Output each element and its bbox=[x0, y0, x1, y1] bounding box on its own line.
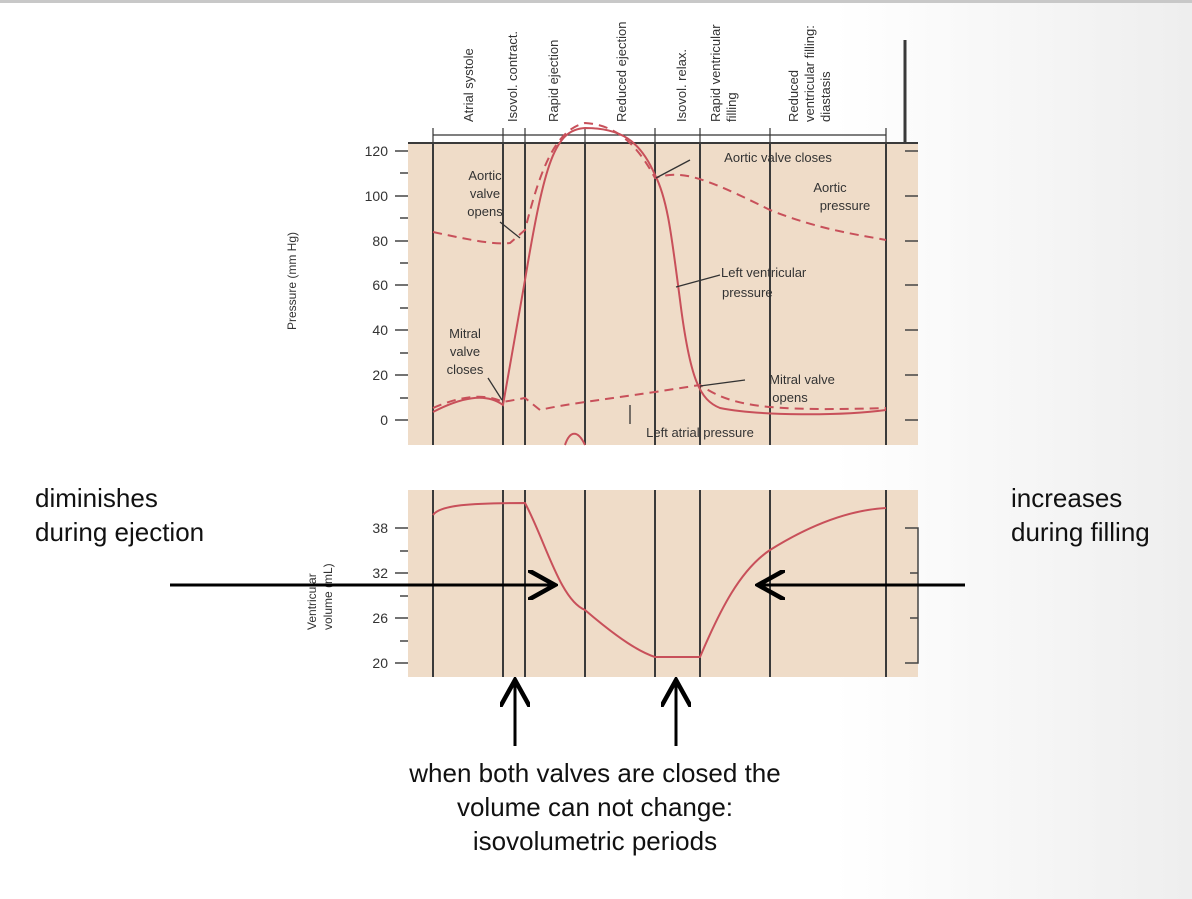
phase-brackets bbox=[432, 128, 887, 142]
phase-rapid-filling-1: Rapid ventricular bbox=[708, 24, 723, 122]
phase-reduced-filling-2: ventricular filling: bbox=[802, 25, 817, 122]
tick-38: 38 bbox=[372, 520, 388, 536]
phase-isovol-contract: Isovol. contract. bbox=[505, 31, 520, 122]
left-annotation: diminishes during ejection bbox=[35, 481, 204, 549]
tick-80: 80 bbox=[372, 233, 388, 249]
label-lv-pressure-2: pressure bbox=[722, 285, 773, 300]
right-annotation-line-2: during filling bbox=[1011, 517, 1150, 547]
label-mitral-closes-2: valve bbox=[450, 344, 480, 359]
tick-60: 60 bbox=[372, 277, 388, 293]
pressure-phase-lines bbox=[432, 143, 887, 445]
volume-tick-labels: 38 32 26 20 bbox=[372, 520, 388, 671]
tick-32: 32 bbox=[372, 565, 388, 581]
volume-axis bbox=[395, 527, 919, 664]
slide-top-border bbox=[0, 0, 1192, 3]
tick-20: 20 bbox=[372, 367, 388, 383]
bottom-annotation-line-2: volume can not change: bbox=[456, 792, 734, 822]
annotation-arrows bbox=[170, 585, 965, 746]
phase-atrial-systole: Atrial systole bbox=[461, 48, 476, 122]
label-aortic-opens-3: opens bbox=[467, 204, 503, 219]
phase-labels: Atrial systole Isovol. contract. Rapid e… bbox=[461, 22, 833, 122]
bottom-annotation-line-1: when both valves are closed the bbox=[409, 758, 781, 788]
phase-reduced-ejection: Reduced ejection bbox=[614, 22, 629, 122]
phase-reduced-filling-1: Reduced bbox=[786, 70, 801, 122]
label-aortic-opens-1: Aortic bbox=[468, 168, 502, 183]
left-annotation-line-2: during ejection bbox=[35, 517, 205, 547]
ventricular-volume-curve bbox=[432, 501, 887, 658]
left-annotation-line-1: diminishes bbox=[35, 483, 158, 513]
label-aortic-pressure-2: pressure bbox=[820, 198, 871, 213]
label-mitral-opens-1: Mitral valve bbox=[769, 372, 835, 387]
atrial-pressure-curve bbox=[432, 383, 887, 412]
right-annotation-line-1: increases bbox=[1011, 483, 1123, 513]
phase-isovol-relax: Isovol. relax. bbox=[674, 49, 689, 122]
bottom-annotation: when both valves are closed the volume c… bbox=[345, 756, 845, 858]
pressure-axis bbox=[395, 150, 918, 421]
tick-40: 40 bbox=[372, 322, 388, 338]
pressure-tick-labels: 120 100 80 60 40 20 0 bbox=[365, 143, 389, 428]
label-mitral-opens-2: opens bbox=[772, 390, 808, 405]
pressure-ylabel: Pressure (mm Hg) bbox=[285, 232, 299, 330]
pressure-annotations: Aortic valve opens Aortic valve closes A… bbox=[447, 150, 871, 440]
aortic-pressure-curve bbox=[432, 121, 887, 245]
label-aortic-opens-2: valve bbox=[470, 186, 500, 201]
annotation-leaders bbox=[487, 159, 746, 424]
small-wave bbox=[564, 432, 586, 446]
label-mitral-closes-1: Mitral bbox=[449, 326, 481, 341]
label-lv-pressure-1: Left ventricular bbox=[721, 265, 807, 280]
volume-ylabel-2: volume (mL) bbox=[321, 563, 335, 630]
volume-ylabel-1: Ventricular bbox=[305, 573, 319, 630]
label-aortic-closes: Aortic valve closes bbox=[724, 150, 832, 165]
tick-26: 26 bbox=[372, 610, 388, 626]
label-aortic-pressure-1: Aortic bbox=[813, 180, 847, 195]
label-la-pressure: Left atrial pressure bbox=[646, 425, 754, 440]
tick-120: 120 bbox=[365, 143, 389, 159]
tick-100: 100 bbox=[365, 188, 389, 204]
tick-0: 0 bbox=[380, 412, 388, 428]
phase-rapid-ejection: Rapid ejection bbox=[546, 40, 561, 122]
phase-reduced-filling-3: diastasis bbox=[818, 71, 833, 122]
tick-20: 20 bbox=[372, 655, 388, 671]
phase-rapid-filling-2: filling bbox=[724, 92, 739, 122]
label-mitral-closes-3: closes bbox=[447, 362, 484, 377]
bottom-annotation-line-3: isovolumetric periods bbox=[472, 826, 718, 856]
right-annotation: increases during filling bbox=[1011, 481, 1150, 549]
